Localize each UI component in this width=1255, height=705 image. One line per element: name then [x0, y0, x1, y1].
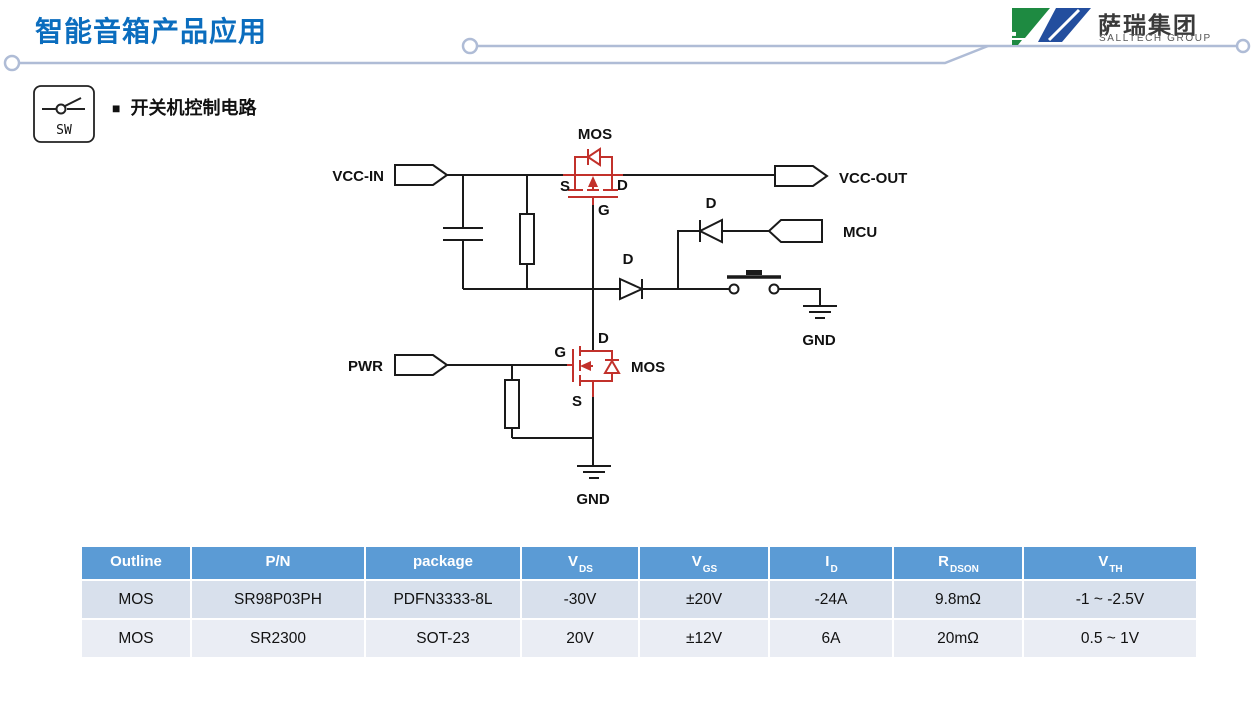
header-text: I [825, 553, 830, 570]
resistor-top [519, 175, 535, 289]
capacitor [443, 175, 483, 289]
nmos-bottom [567, 346, 621, 397]
table-cell: -1 ~ -2.5V [1024, 581, 1196, 618]
decor-line-lower [19, 44, 989, 65]
table-cell: MOS [82, 620, 190, 657]
wire [677, 230, 700, 289]
bullet-square-icon: ■ [112, 100, 121, 116]
logo-mark-icon [0, 4, 1091, 45]
table-cell: ±20V [640, 581, 768, 618]
pwr-label: PWR [348, 358, 383, 375]
table-header-id: ID [770, 547, 892, 579]
ground-symbol-bottom [577, 465, 611, 479]
gnd-bottom-label: GND [576, 491, 610, 508]
header-sub: GS [702, 564, 718, 575]
header-sub: DSON [949, 564, 979, 575]
table-header-outline: Outline [82, 547, 190, 579]
header-text: package [412, 553, 474, 570]
logo-company-subtitle: SALLTECH GROUP [1099, 33, 1212, 44]
diode2-label: D [706, 195, 717, 212]
table-header-vgs: VGS [640, 547, 768, 579]
ground-symbol-right [803, 305, 837, 319]
switch-icon-label: SW [56, 123, 72, 138]
table-header-row: Outline P/N package VDS VGS ID RDSON VTH [82, 547, 1196, 579]
diode-d1 [619, 277, 645, 301]
gnd-right-label: GND [802, 332, 836, 349]
vcc-in-connector [394, 164, 449, 186]
table-row: MOS SR98P03PH PDFN3333-8L -30V ±20V -24A… [82, 581, 1196, 618]
header-text: Outline [110, 553, 162, 570]
table-cell: 0.5 ~ 1V [1024, 620, 1196, 657]
wire [778, 288, 821, 306]
header-text: V [691, 553, 702, 570]
vcc-out-label: VCC-OUT [839, 170, 907, 187]
table-header-rdson: RDSON [894, 547, 1022, 579]
table-cell: SOT-23 [366, 620, 520, 657]
header-sub: TH [1109, 564, 1123, 575]
table-header-vds: VDS [522, 547, 638, 579]
push-button [727, 270, 781, 295]
mos-top-s-label: S [560, 178, 570, 195]
mos-top-g-label: G [598, 202, 610, 219]
header-text: V [1098, 553, 1109, 570]
mcu-label: MCU [843, 224, 877, 241]
header-decoration [3, 37, 1251, 72]
mos-top-label: MOS [578, 126, 612, 143]
pmos-top [563, 147, 623, 205]
table-header-vth: VTH [1024, 547, 1196, 579]
mos-bottom-label: MOS [631, 359, 665, 376]
mcu-connector [767, 219, 823, 243]
table-cell: 20V [522, 620, 638, 657]
decor-circle-right [1235, 38, 1251, 54]
table-cell: 20mΩ [894, 620, 1022, 657]
table-cell: SR2300 [192, 620, 364, 657]
table-cell: ±12V [640, 620, 768, 657]
logo-company-name: 萨瑞集团 [1098, 12, 1198, 38]
diode-d2 [697, 218, 723, 244]
table-cell: 6A [770, 620, 892, 657]
table-cell: -30V [522, 581, 638, 618]
decor-circle-mid [461, 37, 479, 55]
diode1-label: D [623, 251, 634, 268]
header-text: V [568, 553, 579, 570]
vcc-in-label: VCC-IN [332, 168, 384, 185]
table-cell: 9.8mΩ [894, 581, 1022, 618]
header-sub: DS [579, 564, 593, 575]
mos-bottom-g-label: G [554, 344, 566, 361]
table-header-pn: P/N [192, 547, 364, 579]
mos-bottom-d-label: D [598, 330, 609, 347]
table-cell: -24A [770, 581, 892, 618]
table-row: MOS SR2300 SOT-23 20V ±12V 6A 20mΩ 0.5 ~… [82, 620, 1196, 657]
section-heading: ■ 开关机控制电路 [112, 94, 256, 120]
mos-bottom-s-label: S [572, 393, 582, 410]
table-cell: SR98P03PH [192, 581, 364, 618]
header-text: R [938, 553, 949, 570]
page-title: 智能音箱产品应用 [35, 16, 268, 47]
header-sub: D [830, 564, 838, 575]
table-cell: PDFN3333-8L [366, 581, 520, 618]
resistor-bottom [504, 365, 593, 439]
header-text: P/N [265, 553, 291, 570]
pwr-connector [394, 354, 449, 376]
switch-icon: SW [33, 85, 95, 143]
spec-table: Outline P/N package VDS VGS ID RDSON VTH… [80, 545, 1198, 659]
decor-circle-left [3, 54, 21, 72]
section-heading-label: 开关机控制电路 [130, 98, 257, 118]
table-cell: MOS [82, 581, 190, 618]
table-header-package: package [366, 547, 520, 579]
mos-top-d-label: D [617, 177, 628, 194]
vcc-out-connector [774, 165, 829, 187]
